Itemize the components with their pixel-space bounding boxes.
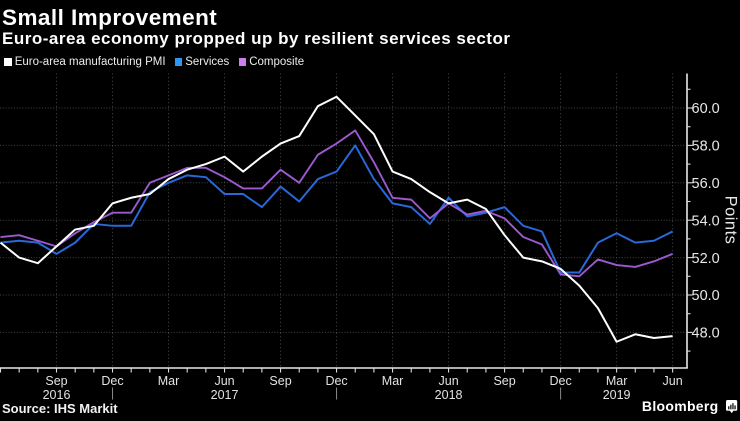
svg-text:2016: 2016: [43, 388, 71, 402]
svg-text:Mar: Mar: [382, 374, 404, 388]
svg-text:Jun: Jun: [663, 374, 683, 388]
svg-text:56.0: 56.0: [692, 176, 720, 192]
svg-text:Points: Points: [722, 196, 740, 245]
svg-text:48.0: 48.0: [692, 326, 720, 342]
svg-text:52.0: 52.0: [692, 251, 720, 267]
svg-text:Jun: Jun: [439, 374, 459, 388]
svg-text:60.0: 60.0: [692, 101, 720, 117]
svg-text:Mar: Mar: [158, 374, 180, 388]
svg-text:54.0: 54.0: [692, 213, 720, 229]
svg-text:Dec: Dec: [549, 374, 571, 388]
svg-text:Mar: Mar: [606, 374, 628, 388]
svg-text:2018: 2018: [435, 388, 463, 402]
svg-text:2019: 2019: [603, 388, 631, 402]
svg-text:Sep: Sep: [493, 374, 515, 388]
svg-text:Sep: Sep: [269, 374, 291, 388]
svg-text:Dec: Dec: [101, 374, 123, 388]
svg-text:2017: 2017: [211, 388, 239, 402]
svg-text:Sep: Sep: [45, 374, 67, 388]
svg-text:Dec: Dec: [325, 374, 347, 388]
svg-text:58.0: 58.0: [692, 139, 720, 155]
svg-text:50.0: 50.0: [692, 288, 720, 304]
svg-text:Jun: Jun: [214, 374, 234, 388]
